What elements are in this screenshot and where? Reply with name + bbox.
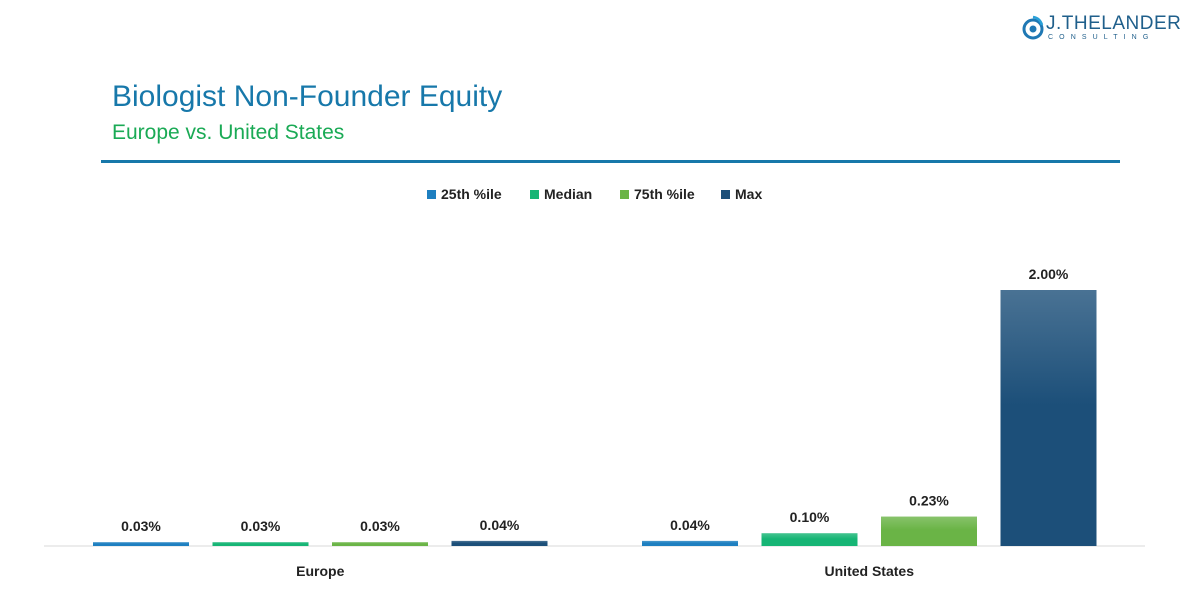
data-label: 0.23% xyxy=(909,493,949,509)
page-title: Biologist Non-Founder Equity xyxy=(112,80,503,113)
legend-label: 75th %ile xyxy=(634,186,695,202)
header-divider xyxy=(101,160,1120,163)
data-label: 0.10% xyxy=(790,509,830,525)
category-label: United States xyxy=(825,563,915,579)
bar xyxy=(642,540,738,546)
company-logo: J.THELANDER CONSULTING xyxy=(1022,12,1182,46)
legend-swatch xyxy=(721,190,730,199)
data-label: 0.03% xyxy=(121,518,161,534)
data-label: 0.04% xyxy=(670,517,710,533)
bar xyxy=(332,542,428,546)
legend-swatch xyxy=(620,190,629,199)
logo-name: J.THELANDER xyxy=(1046,13,1182,34)
bar xyxy=(93,542,189,546)
bar xyxy=(451,540,548,546)
page-subtitle: Europe vs. United States xyxy=(112,121,345,144)
legend-swatch xyxy=(530,190,539,199)
swirl-logo-icon xyxy=(1022,15,1044,40)
legend-label: Median xyxy=(544,186,592,202)
legend-swatch xyxy=(427,190,436,199)
bar xyxy=(1000,290,1097,546)
data-label: 0.03% xyxy=(241,518,281,534)
bar xyxy=(212,542,309,546)
bar xyxy=(881,516,977,546)
logo-tagline: CONSULTING xyxy=(1048,34,1155,41)
category-label: Europe xyxy=(296,563,344,579)
data-label: 2.00% xyxy=(1029,266,1069,282)
data-label: 0.03% xyxy=(360,518,400,534)
data-label: 0.04% xyxy=(480,517,520,533)
legend-label: Max xyxy=(735,186,762,202)
bar xyxy=(761,533,858,546)
legend-label: 25th %ile xyxy=(441,186,502,202)
